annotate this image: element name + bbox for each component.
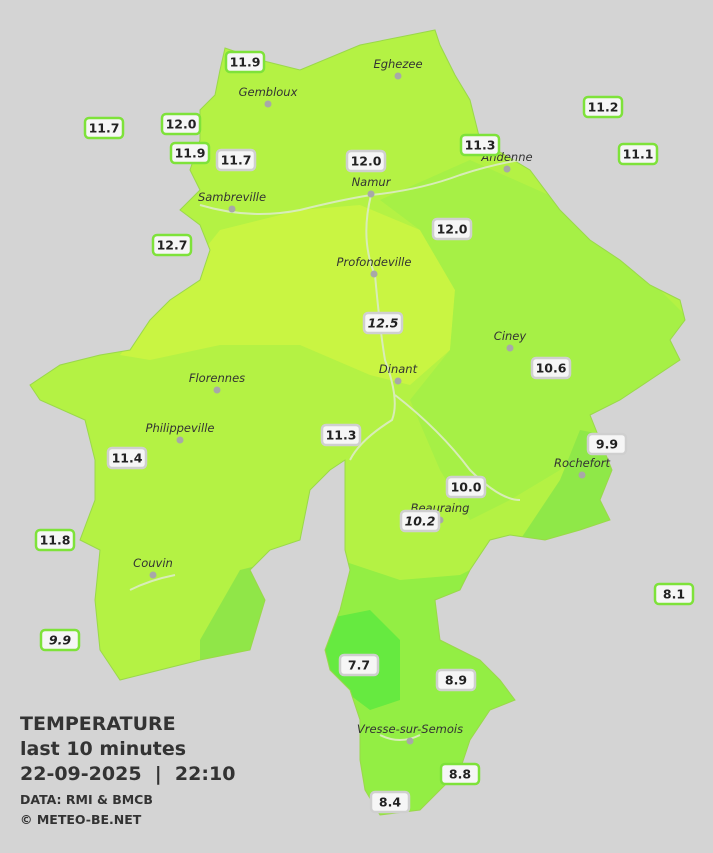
zone (520, 430, 630, 540)
station-value: 12.0 (437, 222, 468, 237)
station-box (160, 112, 202, 136)
station-layer: 11.9 11.7 12.0 11.9 11.7 12.0 11.3 11.2 11.1 12.0… (34, 50, 695, 814)
station-value: 12.0 (166, 117, 197, 132)
city-dot (367, 190, 375, 198)
station-box (435, 668, 477, 692)
city-dot (506, 344, 514, 352)
city-dot (149, 571, 157, 579)
legend-source: DATA: RMI & BMCB (20, 792, 153, 807)
station-box (445, 475, 487, 499)
city-layer: EghezeeGemblouxAndenneNamurSambrevillePr… (133, 57, 611, 745)
city-label: Eghezee (373, 57, 422, 71)
legend-period: last 10 minutes (20, 738, 186, 760)
city-label: Rochefort (554, 456, 611, 470)
station-box (369, 790, 411, 814)
city-label: Philippeville (146, 421, 215, 435)
station-box (34, 528, 76, 552)
station-value: 11.3 (465, 138, 496, 153)
station-box (39, 628, 81, 652)
station-value: 8.4 (379, 795, 401, 810)
legend-title: TEMPERATURE (20, 713, 176, 735)
city-dot (228, 205, 236, 213)
station-value: 12.7 (157, 238, 188, 253)
city-label: Gembloux (239, 85, 298, 99)
station-box (338, 653, 380, 677)
station-box (617, 142, 659, 166)
station-value: 11.3 (326, 428, 357, 443)
city-label: Dinant (379, 362, 418, 376)
station-box (399, 509, 441, 533)
station-box (459, 133, 501, 157)
station-box (586, 432, 628, 456)
station-value: 8.1 (663, 587, 685, 602)
city-dot (503, 165, 511, 173)
station-value: 7.7 (348, 658, 370, 673)
station-value: 11.9 (175, 146, 206, 161)
station-value: 11.4 (112, 451, 143, 466)
station-value: 11.7 (89, 121, 120, 136)
station-box (345, 149, 387, 173)
station-box (653, 582, 695, 606)
station-value: 8.8 (449, 767, 471, 782)
station-value: 11.8 (40, 533, 71, 548)
station-value: 11.9 (230, 55, 261, 70)
city-label: Profondeville (337, 255, 412, 269)
city-dot (578, 471, 586, 479)
station-value: 9.9 (596, 437, 618, 452)
station-value: 9.9 (49, 633, 71, 648)
city-label: Namur (352, 175, 392, 189)
city-dot (213, 386, 221, 394)
city-dot (394, 72, 402, 80)
station-box (582, 95, 624, 119)
station-value: 12.5 (368, 316, 399, 331)
station-box (439, 762, 481, 786)
station-box (431, 217, 473, 241)
station-value: 10.6 (536, 361, 567, 376)
city-label: Couvin (133, 556, 173, 570)
station-box (151, 233, 193, 257)
city-label: Vresse-sur-Semois (357, 722, 463, 736)
station-value: 11.2 (588, 100, 619, 115)
city-label: Ciney (494, 329, 527, 343)
station-value: 11.1 (623, 147, 654, 162)
legend-credit: © METEO-BE.NET (20, 812, 142, 827)
station-value: 10.0 (451, 480, 482, 495)
city-dot (406, 737, 414, 745)
station-box (362, 311, 404, 335)
station-box (224, 50, 266, 74)
station-value: 8.9 (445, 673, 467, 688)
station-value: 11.7 (221, 153, 252, 168)
city-label: Florennes (189, 371, 245, 385)
station-box (83, 116, 125, 140)
legend-datetime: 22-09-2025 | 22:10 (20, 763, 235, 785)
station-box (169, 141, 211, 165)
station-box (215, 148, 257, 172)
city-dot (264, 100, 272, 108)
city-dot (176, 436, 184, 444)
city-label: Sambreville (198, 190, 266, 204)
station-box (320, 423, 362, 447)
station-value: 10.2 (405, 514, 436, 529)
city-dot (394, 377, 402, 385)
station-box (106, 446, 148, 470)
station-box (530, 356, 572, 380)
station-value: 12.0 (351, 154, 382, 169)
city-dot (370, 270, 378, 278)
zone (120, 205, 455, 385)
